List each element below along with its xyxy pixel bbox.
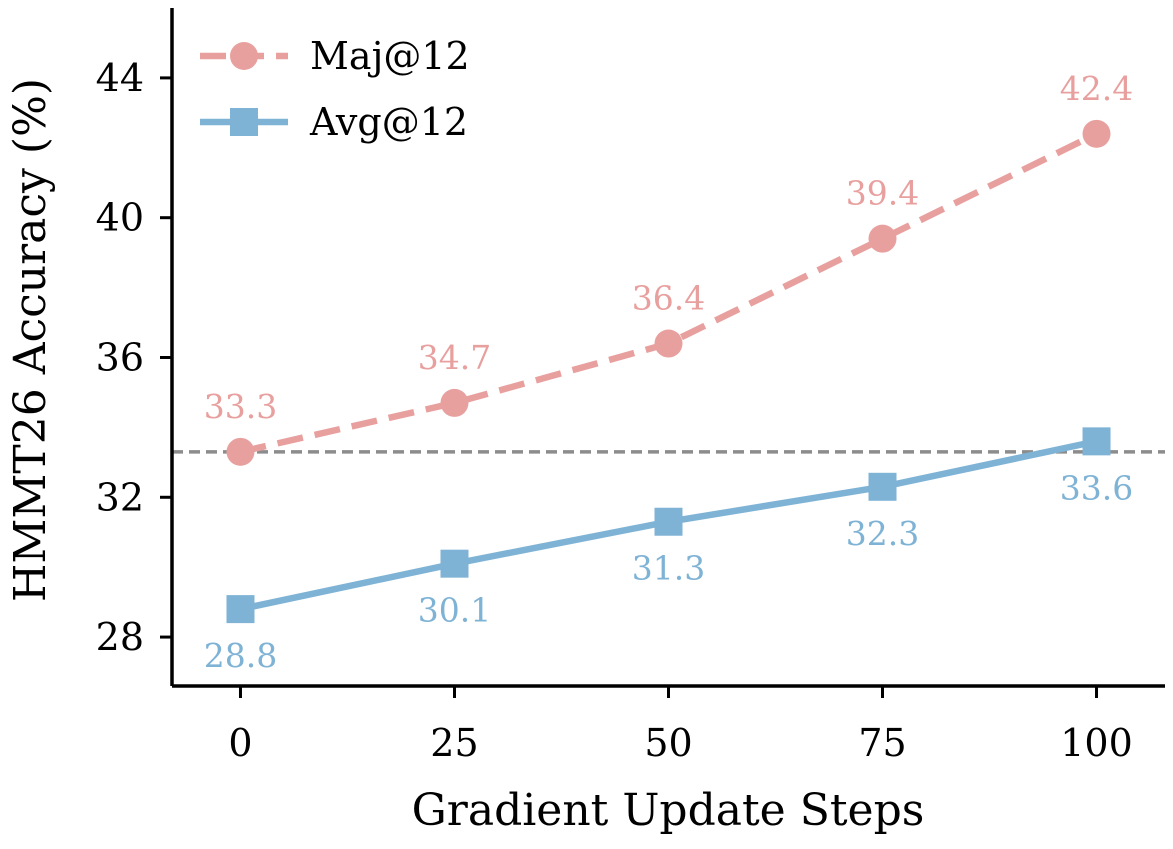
data-label: 34.7 xyxy=(418,338,491,377)
data-point xyxy=(440,549,469,578)
legend-marker xyxy=(230,108,258,136)
data-label: 32.3 xyxy=(846,514,919,553)
data-label: 42.4 xyxy=(1060,69,1133,108)
data-point xyxy=(1082,427,1111,456)
data-point xyxy=(654,507,683,536)
series-layer xyxy=(226,119,1111,624)
data-point xyxy=(868,472,897,501)
legend-entry-Maj@12: Maj@12 xyxy=(200,34,470,78)
y-tick-label: 28 xyxy=(96,615,144,659)
legend-entry-Avg@12: Avg@12 xyxy=(200,100,468,144)
y-tick-label: 44 xyxy=(96,56,144,100)
data-label: 28.8 xyxy=(204,636,277,675)
data-label: 39.4 xyxy=(846,174,919,213)
data-label: 30.1 xyxy=(418,591,491,630)
data-point xyxy=(654,329,683,358)
y-axis-title: HMMT26 Accuracy (%) xyxy=(5,78,56,602)
series-Avg@12 xyxy=(226,427,1111,624)
legend: Maj@12 Avg@12 xyxy=(200,34,470,144)
data-point xyxy=(1082,119,1111,148)
y-tick-label: 36 xyxy=(96,335,144,379)
y-tick-label: 40 xyxy=(96,196,144,240)
legend-label: Avg@12 xyxy=(309,100,468,144)
y-tick-label: 32 xyxy=(96,475,144,519)
data-label: 33.6 xyxy=(1060,468,1133,507)
x-tick-label: 75 xyxy=(858,721,906,765)
x-tick-label: 25 xyxy=(430,721,478,765)
data-label-layer: 33.3 34.7 36.4 39.4 42.4 28.8 30.1 31.3 32.3 33.6 xyxy=(204,69,1134,675)
x-tick-label: 100 xyxy=(1060,721,1133,765)
data-point xyxy=(226,595,255,624)
data-point xyxy=(440,388,469,417)
data-label: 36.4 xyxy=(632,279,705,318)
x-axis-title: Gradient Update Steps xyxy=(412,785,925,836)
data-point xyxy=(868,224,897,253)
x-tick-label: 0 xyxy=(228,721,252,765)
legend-marker xyxy=(230,42,258,70)
x-tick-label: 50 xyxy=(644,721,692,765)
axes-layer: 0 25 50 75 100 28 32 36 40 44 xyxy=(96,8,1165,765)
data-point xyxy=(226,437,255,466)
data-label: 33.3 xyxy=(204,387,277,426)
data-label: 31.3 xyxy=(632,549,705,588)
series-Maj@12 xyxy=(226,119,1111,466)
legend-label: Maj@12 xyxy=(310,34,470,78)
